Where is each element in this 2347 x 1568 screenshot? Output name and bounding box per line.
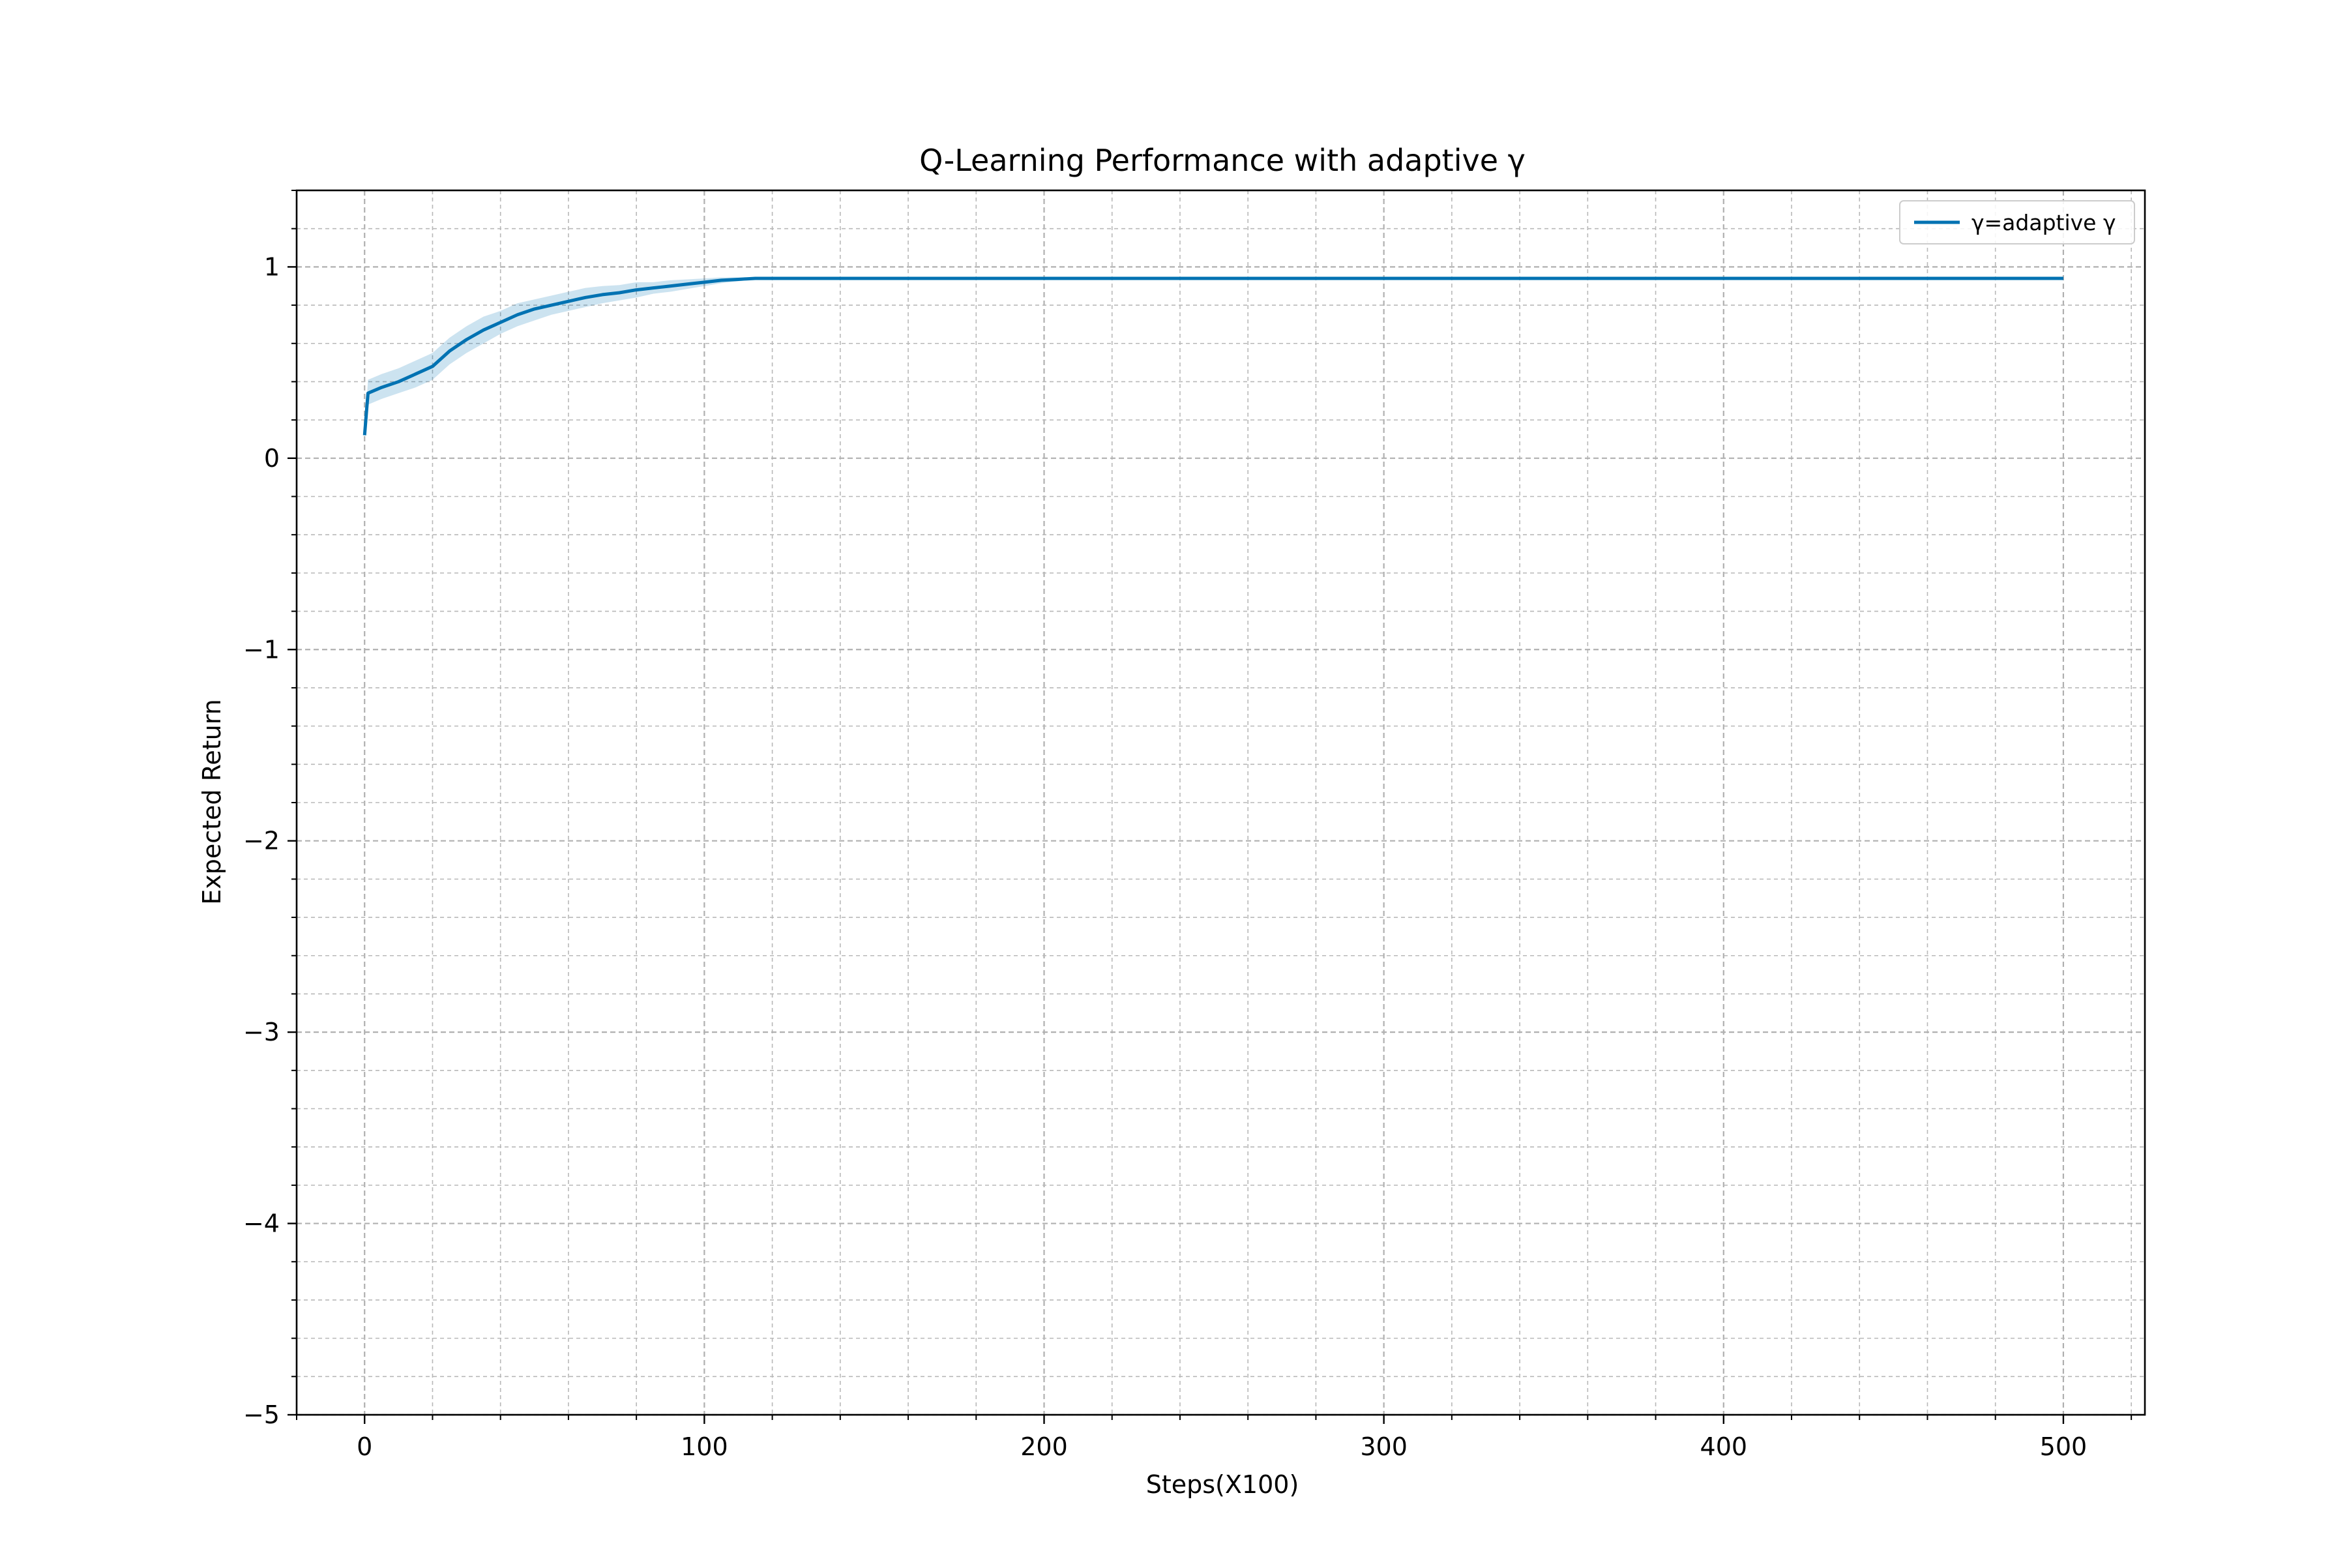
plot-frame <box>295 189 2146 1416</box>
y-tick-label: −2 <box>243 827 280 855</box>
x-tick-label: 500 <box>2040 1432 2088 1461</box>
y-axis-label: Expected Return <box>198 699 226 904</box>
x-tick-label: 200 <box>1020 1432 1068 1461</box>
chart-title: Q-Learning Performance with adaptive γ <box>919 143 1526 178</box>
axes-layer: 0 100 200 300 400 500 −5 −4 −3 −2 −1 0 1 <box>243 189 2146 1461</box>
legend-label: γ=adaptive γ <box>1971 210 2116 235</box>
x-tick-label: 0 <box>357 1432 372 1461</box>
y-tick-label: −1 <box>243 635 280 664</box>
x-tick-label: 400 <box>1700 1432 1748 1461</box>
line-layer <box>362 276 2063 436</box>
y-tick-label: −4 <box>243 1209 280 1238</box>
y-tick-label: −3 <box>243 1018 280 1046</box>
series-line <box>362 276 2063 436</box>
y-tick-label: 1 <box>264 252 280 281</box>
legend: γ=adaptive γ <box>1899 200 2135 244</box>
x-axis-label: Steps(X100) <box>1146 1470 1299 1499</box>
legend-box <box>1899 200 2135 244</box>
grid-layer <box>296 190 2145 1416</box>
x-tick-label: 100 <box>681 1432 728 1461</box>
y-tick-label: −5 <box>243 1400 280 1429</box>
y-tick-label: 0 <box>264 444 280 473</box>
x-tick-label: 300 <box>1360 1432 1408 1461</box>
